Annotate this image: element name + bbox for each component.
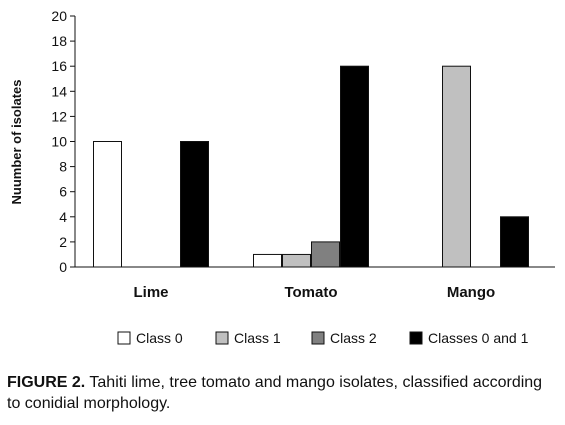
bar-lime-classes-0-and-1 — [180, 141, 209, 268]
x-category-label: Tomato — [284, 284, 337, 301]
bar-tomato-classes-0-and-1 — [340, 65, 369, 268]
y-tick-label: 14 — [51, 83, 67, 99]
y-tick-label: 6 — [59, 184, 67, 200]
legend-swatch — [117, 331, 131, 345]
legend-swatch — [215, 331, 229, 345]
legend-label: Classes 0 and 1 — [428, 330, 529, 346]
y-tick-label: 12 — [51, 108, 67, 124]
bar-tomato-class-1 — [282, 253, 311, 268]
figure-caption: FIGURE 2. Tahiti lime, tree tomato and m… — [7, 372, 557, 414]
bar-chart: 0 2 4 6 8 10 12 14 16 18 20 Nuumber of isolates Li… — [9, 8, 555, 346]
legend-swatch — [311, 331, 325, 345]
legend-swatch — [409, 331, 423, 345]
y-tick-label: 16 — [51, 58, 67, 74]
x-category-label: Lime — [133, 284, 168, 301]
x-axis-categories: Lime Tomato Mango — [133, 284, 495, 301]
y-tick-label: 10 — [51, 134, 67, 150]
figure-caption-text: Tahiti lime, tree tomato and mango isola… — [7, 374, 543, 412]
bar-tomato-class-0 — [253, 253, 282, 268]
legend: Class 0 Class 1 Class 2 Classes 0 and 1 — [117, 330, 529, 346]
bar-lime-class-0 — [93, 141, 122, 268]
y-tick-label: 18 — [51, 33, 67, 49]
bar-tomato-class-2 — [311, 241, 340, 268]
legend-label: Class 2 — [330, 330, 377, 346]
bar-mango-class-1 — [442, 65, 471, 268]
y-axis-label: Nuumber of isolates — [9, 80, 24, 205]
legend-label: Class 1 — [234, 330, 281, 346]
y-axis-ticks: 0 2 4 6 8 10 12 14 16 18 20 — [51, 8, 75, 275]
bars-group — [93, 65, 529, 268]
y-tick-label: 2 — [59, 234, 67, 250]
legend-label: Class 0 — [136, 330, 183, 346]
figure-caption-label: FIGURE 2. — [7, 374, 86, 391]
y-tick-label: 4 — [59, 209, 67, 225]
y-tick-label: 20 — [51, 8, 67, 24]
y-tick-label: 8 — [59, 159, 67, 175]
y-tick-label: 0 — [59, 259, 67, 275]
bar-mango-classes-0-and-1 — [500, 216, 529, 268]
x-category-label: Mango — [447, 284, 495, 301]
